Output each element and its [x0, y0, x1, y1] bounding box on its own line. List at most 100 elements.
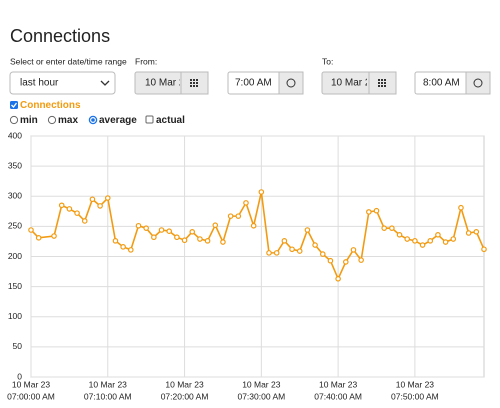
- chart: 0 50 100 150 200 250 300 350 400 10 Mar 23 07:00:0…: [7, 130, 487, 401]
- checkbox-actual[interactable]: [145, 115, 154, 124]
- x-tick-label: 07:40:00 AM: [314, 391, 362, 401]
- data-point: [250, 222, 257, 229]
- data-point: [227, 213, 234, 219]
- to-date[interactable]: 10 Mar 23: [331, 78, 376, 89]
- data-point: [158, 227, 165, 233]
- x-tick-label: 07:50:00 AM: [391, 391, 439, 401]
- from-date[interactable]: 10 Mar 23: [145, 78, 190, 89]
- series-checkbox[interactable]: [10, 101, 18, 109]
- from-time[interactable]: 7:00 AM: [235, 78, 272, 89]
- option-label[interactable]: actual: [156, 115, 185, 126]
- calendar-icon: [378, 79, 386, 87]
- data-point: [151, 234, 157, 241]
- x-tick-label: 10 Mar 23: [319, 379, 358, 389]
- data-point: [220, 239, 226, 245]
- option-label[interactable]: average: [99, 115, 137, 126]
- y-tick-label: 150: [8, 281, 22, 291]
- data-point: [273, 250, 280, 256]
- data-point: [435, 232, 441, 238]
- y-tick-label: 350: [8, 160, 22, 170]
- data-point: [266, 250, 272, 256]
- data-point: [458, 204, 464, 211]
- data-point: [35, 235, 42, 241]
- data-point: [342, 259, 349, 265]
- page-title: Connections: [10, 26, 110, 46]
- to-label: To:: [322, 56, 333, 66]
- dropdown-arrow: [100, 80, 110, 86]
- x-tick-label: 07:30:00 AM: [237, 391, 285, 401]
- data-point: [258, 189, 265, 195]
- y-tick-label: 200: [8, 251, 22, 261]
- clock-button[interactable]: [465, 71, 491, 95]
- data-point: [296, 248, 303, 254]
- data-point: [358, 257, 364, 263]
- data-point: [135, 222, 142, 229]
- data-point: [373, 207, 380, 214]
- x-tick-label: 10 Mar 23: [396, 379, 435, 389]
- data-point: [450, 236, 457, 242]
- option-label[interactable]: min: [20, 115, 38, 126]
- x-tick-label: 07:20:00 AM: [161, 391, 209, 401]
- data-point: [412, 238, 418, 244]
- from-label: From:: [135, 56, 157, 66]
- data-point: [312, 242, 318, 248]
- data-point: [197, 236, 203, 242]
- range-label: Select or enter date/time range: [10, 56, 127, 66]
- y-tick-label: 100: [8, 311, 22, 321]
- x-tick-label: 10 Mar 23: [89, 379, 128, 389]
- data-point: [350, 247, 357, 253]
- data-point: [51, 233, 57, 239]
- data-point: [481, 246, 487, 253]
- x-tick-label: 10 Mar 23: [242, 379, 281, 389]
- data-point: [189, 228, 196, 235]
- data-point: [128, 247, 134, 253]
- data-point: [28, 227, 34, 233]
- radio-max[interactable]: [47, 115, 57, 125]
- data-point: [396, 232, 403, 238]
- to-time[interactable]: 8:00 AM: [423, 78, 460, 89]
- data-point: [465, 230, 472, 236]
- data-point: [66, 206, 73, 212]
- option-label[interactable]: max: [58, 115, 78, 126]
- data-point: [427, 238, 434, 244]
- data-point: [404, 236, 411, 242]
- clock-button[interactable]: [278, 71, 304, 95]
- y-tick-label: 400: [8, 130, 22, 140]
- data-point: [235, 213, 242, 219]
- data-point: [58, 202, 65, 209]
- calendar-icon: [190, 79, 198, 87]
- data-point: [143, 225, 149, 231]
- data-point: [289, 246, 295, 253]
- x-tick-label: 10 Mar 23: [165, 379, 204, 389]
- data-point: [174, 234, 180, 241]
- data-point: [74, 210, 80, 216]
- data-point: [204, 238, 211, 244]
- radio-min[interactable]: [9, 115, 19, 125]
- data-point: [419, 242, 426, 248]
- data-point: [389, 225, 395, 231]
- clock-icon: [473, 78, 483, 88]
- range-select[interactable]: [9, 71, 116, 95]
- clock-icon: [286, 78, 296, 88]
- data-point: [381, 225, 387, 231]
- data-point: [366, 209, 372, 215]
- radio-dot: [91, 118, 95, 122]
- x-tick-label: 07:00:00 AM: [7, 391, 55, 401]
- data-point: [319, 251, 326, 257]
- check-mark: [11, 102, 18, 108]
- x-tick-label: 07:10:00 AM: [84, 391, 132, 401]
- x-tick-label: 10 Mar 23: [12, 379, 51, 389]
- data-point: [166, 228, 173, 234]
- data-point: [212, 222, 219, 228]
- data-point: [89, 196, 96, 203]
- range-value[interactable]: last hour: [20, 78, 59, 89]
- data-point: [81, 218, 88, 224]
- data-point: [120, 244, 126, 250]
- data-point: [327, 257, 334, 264]
- series-toggle[interactable]: Connections: [20, 100, 81, 111]
- data-point: [97, 203, 103, 209]
- data-point: [281, 238, 288, 244]
- y-tick-label: 50: [13, 341, 23, 351]
- data-point: [104, 195, 111, 201]
- y-tick-label: 300: [8, 191, 22, 201]
